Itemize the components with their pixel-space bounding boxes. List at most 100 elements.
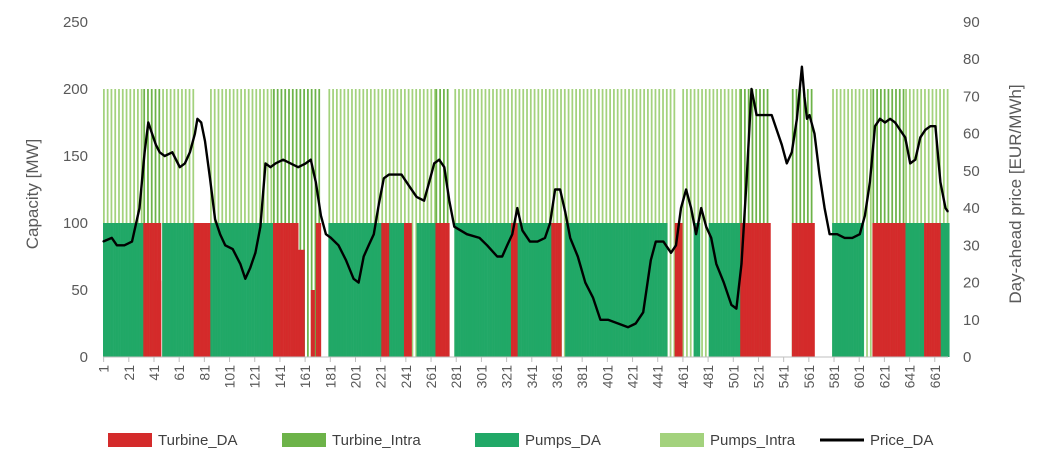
bar-pumps-da-11-599: [856, 223, 858, 357]
bar-pumps-da-10-506: [738, 223, 741, 357]
bar-pumps-intra-5-476: [701, 89, 703, 357]
price-point-472: [695, 233, 697, 235]
bar-pumps-da-12-641: [908, 223, 911, 357]
bar-pumps-da-6-281: [455, 223, 458, 357]
bar-pumps-da-11-596: [852, 223, 854, 357]
legend-label-pumps-da: Pumps_DA: [525, 432, 601, 449]
bar-turbine-da-2-82: [205, 223, 207, 357]
x-tick-601: 601: [851, 365, 867, 389]
bar-turbine-da-2-74: [194, 223, 197, 357]
bar-turbine-da-15-527: [765, 223, 767, 357]
bar-pumps-da-3-208: [363, 223, 366, 357]
bar-pumps-da-6-290: [466, 223, 469, 357]
bar-pumps-da-0-19: [125, 223, 128, 357]
bar-pumps-da-11-582: [834, 223, 837, 357]
price-point-384: [584, 281, 586, 284]
bar-pumps-da-2-102: [230, 223, 232, 357]
bar-pumps-da-0-31: [140, 223, 143, 357]
price-point-200: [353, 278, 355, 280]
bar-pumps-da-1-68: [187, 223, 189, 357]
bar-pumps-da-1-51: [165, 223, 168, 357]
x-tick-641: 641: [902, 365, 918, 389]
price-point-512: [745, 181, 748, 183]
bar-turbine-da-16-560: [806, 223, 809, 357]
bar-turbine-da-9-241: [405, 280, 407, 357]
price-point-558: [803, 95, 806, 98]
price-point-440: [655, 241, 657, 243]
bar-pumps-da-4-229: [390, 223, 392, 357]
bar-turbine-da-15-513: [747, 223, 750, 357]
bar-turbine-intra-1-160: [303, 89, 305, 357]
x-tick-1: 1: [96, 365, 112, 373]
bar-turbine-da-0-36: [147, 223, 149, 357]
bar-pumps-da-10-488: [716, 223, 718, 357]
x-tick-561: 561: [801, 365, 817, 389]
price-point-488: [715, 263, 717, 265]
price-point-516: [750, 88, 753, 90]
bar-pumps-da-0-7: [110, 223, 113, 357]
bar-turbine-da-15-529: [767, 223, 770, 357]
bar-pumps-da-6-292: [469, 223, 472, 357]
bar-turbine-da-15-519: [755, 223, 757, 357]
bar-pumps-da-2-117: [249, 223, 251, 357]
bar-pumps-da-6-322: [507, 223, 509, 357]
bar-pumps-da-7-351: [543, 223, 546, 357]
price-point-418: [627, 326, 629, 328]
y-right-tick-80: 80: [963, 51, 980, 68]
bar-pumps-da-0-21: [128, 223, 130, 357]
y-left-tick-150: 150: [63, 148, 88, 165]
bar-pumps-da-2-86: [210, 223, 212, 357]
price-point-50: [164, 155, 166, 157]
bar-pumps-da-6-312: [494, 223, 497, 357]
bar-pumps-da-1-55: [171, 223, 173, 357]
price-point-216: [373, 233, 375, 235]
bar-pumps-da-1-57: [173, 223, 176, 357]
bar-pumps-da-5-251: [417, 223, 420, 357]
price-point-526: [763, 114, 765, 116]
price-point-446: [662, 241, 664, 243]
bar-pumps-da-10-482: [708, 223, 711, 357]
price-point-122: [254, 252, 256, 254]
bar-pumps-da-10-491: [720, 223, 722, 357]
bar-turbine-da-15-523: [760, 223, 762, 357]
bar-pumps-da-5-250: [416, 223, 419, 357]
bar-pumps-da-3-195: [347, 223, 349, 357]
bar-turbine-da-3-144: [283, 223, 285, 357]
bar-turbine-da-4-157: [299, 249, 302, 357]
bar-pumps-da-2-101: [228, 223, 231, 357]
x-tick-201: 201: [347, 365, 363, 389]
bar-pumps-da-2-122: [255, 223, 257, 357]
bar-turbine-da-14-455: [674, 290, 677, 357]
x-tick-21: 21: [121, 365, 137, 381]
price-point-372: [569, 237, 571, 239]
price-point-212: [368, 244, 370, 246]
bar-turbine-da-3-145: [284, 223, 286, 357]
bar-turbine-da-14-456: [675, 290, 678, 357]
legend-item-pumps-da: Pumps_DA: [475, 432, 601, 449]
bar-pumps-da-2-92: [217, 223, 220, 357]
bar-pumps-da-6-310: [492, 223, 494, 357]
bar-pumps-da-13-667: [941, 223, 944, 357]
bar-pumps-da-3-217: [375, 223, 377, 357]
bar-pumps-da-12-651: [921, 223, 924, 357]
bar-turbine-da-13-460: [681, 223, 683, 357]
bar-turbine-da-7-222: [381, 223, 383, 357]
bar-pumps-da-6-289: [465, 223, 468, 357]
bar-pumps-da-3-183: [332, 223, 334, 357]
bar-pumps-da-8-393: [596, 223, 599, 357]
bar-turbine-da-6-170: [315, 223, 318, 357]
bar-pumps-da-6-319: [503, 223, 506, 357]
bar-pumps-da-11-593: [848, 223, 851, 357]
bar-pumps-da-12-647: [916, 223, 919, 357]
price-point-566: [813, 133, 816, 135]
price-point-464: [685, 188, 687, 191]
bar-pumps-da-1-60: [177, 223, 179, 357]
bar-turbine-da-11-329: [516, 223, 518, 357]
bar-pumps-da-1-50: [164, 223, 167, 357]
bar-pumps-da-11-588: [842, 223, 844, 357]
bar-turbine-da-10-275: [448, 223, 450, 357]
bar-pumps-da-4-228: [388, 223, 391, 357]
bar-pumps-da-2-107: [236, 223, 239, 357]
price-point-94: [219, 233, 221, 235]
